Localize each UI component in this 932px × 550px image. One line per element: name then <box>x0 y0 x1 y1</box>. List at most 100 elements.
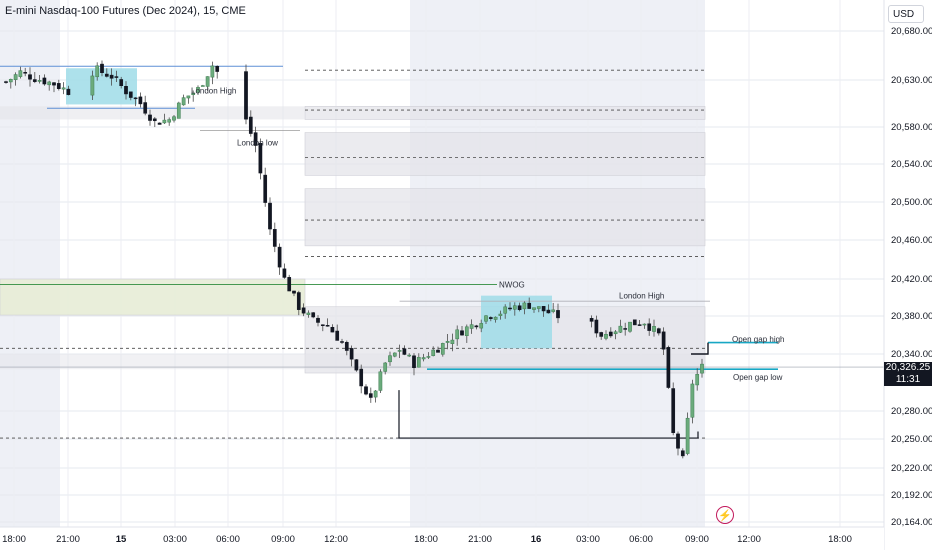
candle-down <box>272 229 277 247</box>
price-axis-background <box>885 0 932 550</box>
annotation-label: NWOG <box>499 281 525 290</box>
y-tick-label: 20,420.00 <box>891 274 932 285</box>
candle-down <box>589 318 594 322</box>
x-tick-label: 18:00 <box>2 534 26 545</box>
candle-up <box>642 323 647 326</box>
gap-zone <box>0 106 305 120</box>
x-tick-label: 12:00 <box>737 534 761 545</box>
candle-up <box>522 302 527 310</box>
candle-up <box>210 65 215 78</box>
candle-down <box>680 450 685 457</box>
candle-down <box>258 143 263 174</box>
x-tick-label: 21:00 <box>56 534 80 545</box>
candle-down <box>402 348 407 355</box>
x-tick-label: 06:00 <box>629 534 653 545</box>
candle-up <box>397 350 402 352</box>
candle-up <box>652 326 656 332</box>
candle-up <box>690 383 695 418</box>
x-tick-label: 15 <box>116 534 127 545</box>
x-tick-label: 03:00 <box>576 534 600 545</box>
candle-up <box>450 339 455 344</box>
candle-down <box>28 74 32 80</box>
gap-zone <box>0 354 705 370</box>
x-tick-label: 03:00 <box>163 534 187 545</box>
candle-up <box>392 352 397 357</box>
session-background <box>705 0 884 527</box>
annotation-label: London High <box>619 292 664 301</box>
candle-down <box>594 319 599 334</box>
candle-down <box>4 81 8 83</box>
candle-up <box>479 323 484 329</box>
candle-down <box>412 355 416 369</box>
y-tick-label: 20,680.00 <box>891 26 932 37</box>
lightning-bolt-icon[interactable]: ⚡ <box>716 506 734 524</box>
candle-down <box>119 79 124 87</box>
candle-up <box>205 76 210 87</box>
candle-down <box>152 118 157 122</box>
candle-up <box>37 80 42 82</box>
candle-down <box>436 349 440 353</box>
candle-up <box>172 116 176 121</box>
candle-down <box>277 246 282 268</box>
x-tick-label: 16 <box>531 534 542 545</box>
annotation-label: London High <box>191 86 236 95</box>
candle-up <box>191 92 196 96</box>
candle-down <box>541 306 546 312</box>
candle-down <box>608 331 613 337</box>
candle-up <box>18 70 23 77</box>
candle-down <box>282 268 287 278</box>
candle-down <box>527 302 532 309</box>
annotation-label: London low <box>237 139 278 148</box>
candle-down <box>656 328 661 334</box>
candle-down <box>23 72 28 74</box>
candle-down <box>647 323 652 331</box>
gap-marker-line <box>691 342 709 355</box>
candle-down <box>244 71 248 120</box>
candle-up <box>196 87 200 93</box>
y-tick-label: 20,164.00 <box>891 517 932 528</box>
candle-down <box>335 330 340 341</box>
candle-up <box>186 95 191 99</box>
candle-down <box>340 341 344 343</box>
candle-up <box>426 356 431 358</box>
candle-up <box>373 390 378 398</box>
candle-up <box>8 78 13 83</box>
candle-down <box>325 325 330 327</box>
candle-down <box>666 347 671 388</box>
y-tick-label: 20,630.00 <box>891 75 932 86</box>
candle-up <box>613 331 618 335</box>
candle-down <box>248 116 253 134</box>
candle-down <box>292 290 296 294</box>
bar-countdown: 11:31 <box>895 374 921 385</box>
y-tick-label: 20,340.00 <box>891 349 932 360</box>
candle-up <box>90 75 95 96</box>
candle-down <box>301 307 306 314</box>
candle-up <box>536 306 541 309</box>
candle-down <box>100 63 104 74</box>
candle-up <box>464 326 469 336</box>
candle-down <box>546 309 551 314</box>
y-tick-label: 20,460.00 <box>891 235 932 246</box>
candle-up <box>61 87 66 90</box>
y-tick-label: 20,580.00 <box>891 122 932 133</box>
candle-down <box>56 83 61 89</box>
candle-up <box>383 362 388 372</box>
candle-down <box>599 332 604 337</box>
candle-up <box>503 306 508 314</box>
y-tick-label: 20,220.00 <box>891 463 932 474</box>
candle-down <box>311 312 316 318</box>
candle-up <box>378 371 383 391</box>
candle-down <box>114 76 119 78</box>
currency-selector[interactable]: USD <box>888 5 924 23</box>
candle-down <box>349 348 354 360</box>
time-axis-background <box>0 527 884 550</box>
candle-down <box>157 122 162 125</box>
last-price-value: 20,326.25 <box>885 362 931 373</box>
candle-down <box>124 86 128 95</box>
candle-up <box>484 315 488 322</box>
candle-down <box>676 433 680 449</box>
gap-zone <box>304 106 706 120</box>
candle-down <box>488 317 493 319</box>
